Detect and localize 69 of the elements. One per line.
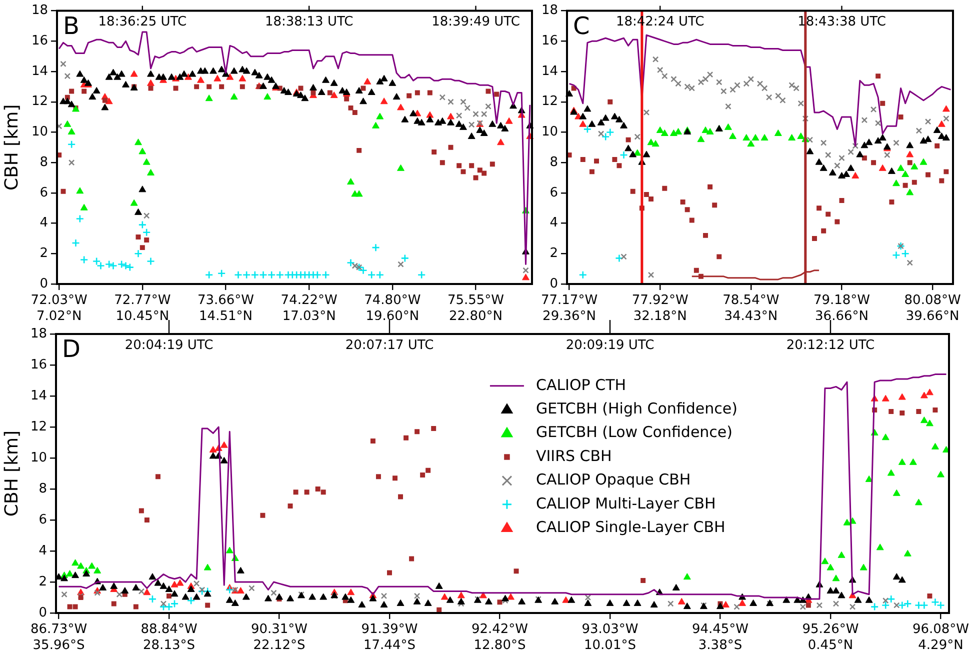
- y-tick-label: 16: [541, 34, 558, 49]
- y-tick-label: 2: [550, 246, 558, 262]
- legend-label: CALIOP Single-Layer CBH: [536, 518, 726, 536]
- legend-label: GETCBH (High Confidence): [536, 399, 738, 418]
- x-tick-label: 80.08°W 39.66°N: [904, 293, 961, 324]
- y-tick-label: 10: [30, 450, 47, 466]
- y-tick-label: 12: [31, 94, 48, 110]
- y-tick-label: 10: [541, 124, 558, 140]
- y-tick-label: 16: [31, 34, 48, 49]
- annotation: 20:04:19 UTC: [124, 338, 214, 353]
- y-tick-label: 10: [31, 124, 48, 140]
- y-tick-label: 6: [40, 185, 48, 200]
- legend-label: CALIOP CTH: [536, 376, 626, 394]
- legend-label: CALIOP Multi-Layer CBH: [536, 494, 716, 512]
- x-tick-label: 74.80°W 19.60°N: [364, 293, 421, 324]
- y-tick-label: 8: [38, 481, 47, 496]
- x-tick-label: 77.17°W 29.36°N: [540, 293, 598, 324]
- y-tick-label: 4: [40, 216, 48, 231]
- x-tick-label: 90.31°W 22.12°S: [250, 622, 308, 653]
- y-tick-label: 8: [550, 154, 558, 170]
- chart-title: B: [63, 12, 80, 40]
- y-axis-title: CBH [km]: [1, 104, 22, 190]
- x-tick-label: 73.66°W 14.51°N: [197, 293, 254, 324]
- y-tick-label: 4: [38, 543, 47, 558]
- y-tick-label: 14: [541, 64, 558, 79]
- x-tick-label: 79.18°W 36.66°N: [813, 293, 870, 324]
- y-tick-label: 2: [38, 574, 47, 590]
- y-tick-label: 18: [30, 326, 47, 342]
- y-tick-label: 12: [30, 419, 47, 434]
- chart-title: D: [62, 335, 80, 364]
- x-tick-label: 74.22°W 17.03°N: [280, 293, 338, 324]
- x-tick-label: 77.92°W 32.18°N: [632, 293, 689, 324]
- y-tick-label: 14: [31, 64, 48, 79]
- y-tick-label: 2: [40, 246, 48, 262]
- annotation: 20:07:17 UTC: [345, 338, 434, 353]
- y-tick-label: 0: [40, 276, 48, 292]
- x-tick-label: 94.45°W 3.38°S: [692, 622, 749, 653]
- x-tick-label: 96.08°W 4.29°N: [912, 622, 970, 653]
- y-tick-label: 12: [541, 94, 558, 110]
- legend-label: VIIRS CBH: [536, 446, 612, 465]
- annotation: 18:36:25 UTC: [98, 14, 187, 30]
- y-tick-label: 4: [550, 216, 558, 231]
- annotation: 20:09:19 UTC: [566, 338, 654, 353]
- chart-title: C: [573, 12, 590, 40]
- x-tick-label: 86.73°W 35.96°S: [30, 622, 88, 653]
- legend-label: GETCBH (Low Confidence): [536, 423, 733, 442]
- x-tick-label: 72.03°W 7.02°N: [30, 293, 88, 324]
- y-tick-label: 18: [541, 3, 558, 18]
- y-tick-label: 14: [30, 388, 47, 404]
- y-tick-label: 6: [550, 185, 558, 200]
- y-tick-label: 0: [38, 605, 47, 620]
- y-tick-label: 6: [38, 512, 47, 528]
- x-tick-label: 92.42°W 12.80°S: [471, 622, 528, 653]
- annotation: 18:39:49 UTC: [432, 14, 520, 30]
- y-tick-label: 8: [40, 154, 48, 170]
- annotation: 18:38:13 UTC: [264, 14, 354, 30]
- x-tick-label: 72.77°W 10.45°N: [114, 293, 171, 324]
- x-tick-label: 91.39°W 17.44°S: [361, 622, 418, 653]
- y-tick-label: 18: [31, 3, 48, 18]
- y-axis-title: CBH [km]: [1, 430, 22, 517]
- x-tick-label: 88.84°W 28.13°S: [140, 622, 198, 653]
- x-tick-label: 75.55°W 22.80°N: [447, 293, 504, 324]
- x-tick-label: 95.26°W 0.45°N: [802, 622, 859, 653]
- annotation: 20:12:12 UTC: [786, 338, 875, 353]
- y-tick-label: 16: [30, 357, 47, 372]
- x-tick-label: 93.03°W 10.01°S: [582, 622, 638, 653]
- x-tick-label: 78.54°W 34.43°N: [722, 293, 780, 324]
- legend-label: CALIOP Opaque CBH: [536, 470, 691, 489]
- y-tick-label: 0: [550, 276, 558, 292]
